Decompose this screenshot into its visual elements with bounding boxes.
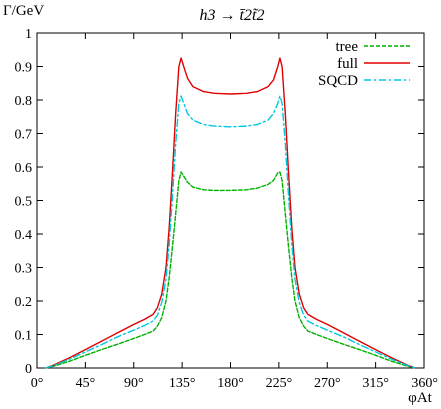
series-lines [44, 57, 417, 369]
y-tick-label: 0.7 [15, 128, 33, 143]
legend-label-sqcd: SQCD [318, 73, 358, 89]
x-tick-label: 360° [411, 376, 438, 391]
y-axis-label: Γ/GeV [3, 3, 44, 19]
y-tick-label: 0.2 [15, 295, 33, 310]
x-tick-label: 180° [217, 376, 244, 391]
plot-frame [36, 32, 425, 369]
legend-label-full: full [337, 56, 358, 72]
x-tick-label: 270° [314, 376, 341, 391]
y-tick-label: 0.6 [15, 161, 33, 176]
series-line-sqcd [44, 95, 417, 369]
x-tick-label: 315° [362, 376, 389, 391]
y-tick-label: 0.5 [15, 195, 33, 210]
x-axis: 0° 45° 90° 135° 180° 225° 270° 315° 360° [31, 33, 438, 391]
x-axis-label: φAt [408, 390, 432, 406]
x-tick-label: 135° [169, 376, 196, 391]
y-tick-label: 0.8 [15, 94, 33, 109]
series-line-full [44, 57, 417, 369]
plot-border [36, 32, 425, 369]
x-tick-label: 0° [31, 376, 44, 391]
y-tick-label: 0.3 [15, 262, 33, 277]
y-tick-label: 0.1 [15, 329, 33, 344]
series-line-tree [44, 171, 417, 369]
y-tick-label: 1 [25, 27, 32, 42]
chart-title: h3 → t̄2t̃2 [200, 7, 265, 24]
y-tick-label: 0 [25, 362, 32, 377]
x-tick-label: 45° [76, 376, 96, 391]
legend-label-tree: tree [336, 39, 359, 55]
x-tick-label: 90° [124, 376, 144, 391]
y-tick-label: 0.4 [15, 228, 33, 243]
y-tick-label: 0.9 [15, 61, 33, 76]
x-tick-label: 225° [266, 376, 293, 391]
y-axis: 0 0.1 0.2 0.3 0.4 0.5 0.6 0.7 0.8 0.9 1 [15, 27, 424, 377]
